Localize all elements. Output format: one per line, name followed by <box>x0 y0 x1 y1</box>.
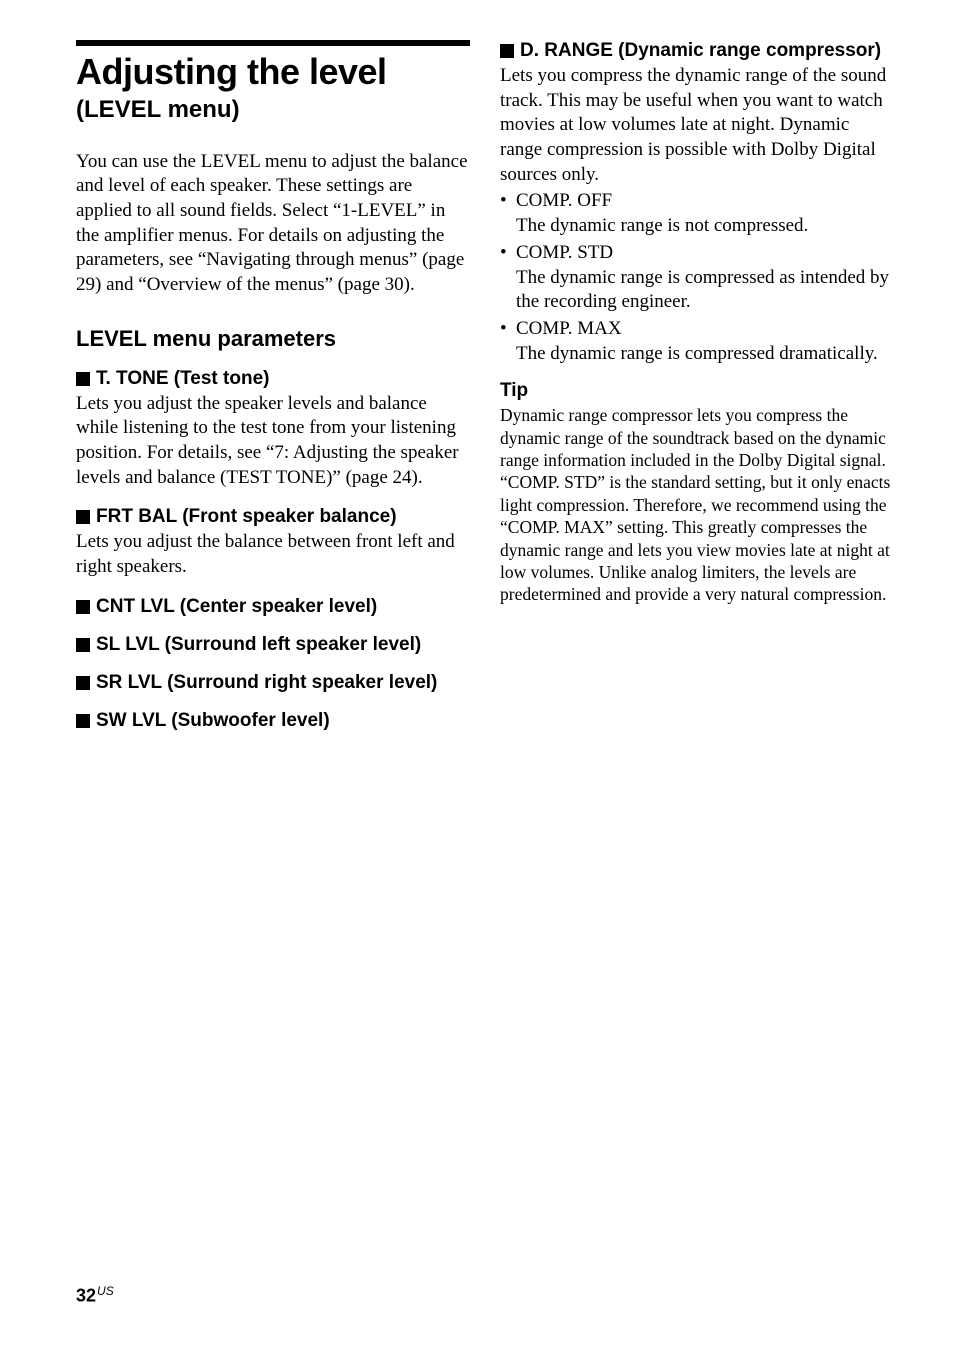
param-t-tone-body: Lets you adjust the speaker levels and b… <box>76 392 470 491</box>
page-number: 32 <box>76 1285 96 1305</box>
page-region: US <box>97 1284 114 1298</box>
param-t-tone-heading: T. TONE (Test tone) <box>76 368 470 390</box>
square-bullet-icon <box>76 372 90 386</box>
option-comp-std-desc: The dynamic range is compressed as inten… <box>516 266 894 315</box>
square-bullet-icon <box>76 638 90 652</box>
square-bullet-icon <box>500 44 514 58</box>
heading-rule <box>76 40 470 46</box>
param-frt-bal-heading-text: FRT BAL (Front speaker balance) <box>96 506 470 528</box>
param-cnt-lvl-heading-text: CNT LVL (Center speaker level) <box>96 596 470 618</box>
param-d-range-heading: D. RANGE (Dynamic range compressor) <box>500 40 894 62</box>
param-sw-lvl-heading: SW LVL (Subwoofer level) <box>76 710 470 732</box>
right-column: D. RANGE (Dynamic range compressor) Lets… <box>500 40 894 734</box>
option-comp-off: COMP. OFF The dynamic range is not compr… <box>500 189 894 238</box>
tip-body-1: Dynamic range compressor lets you compre… <box>500 404 894 471</box>
param-sl-lvl-heading-text: SL LVL (Surround left speaker level) <box>96 634 470 656</box>
main-title: Adjusting the level <box>76 52 470 92</box>
option-comp-max-desc: The dynamic range is compressed dramatic… <box>516 342 894 367</box>
param-d-range-body: Lets you compress the dynamic range of t… <box>500 64 894 187</box>
tip-heading: Tip <box>500 380 894 402</box>
option-comp-std-label: COMP. STD <box>516 242 613 263</box>
param-cnt-lvl-heading: CNT LVL (Center speaker level) <box>76 596 470 618</box>
param-frt-bal-heading: FRT BAL (Front speaker balance) <box>76 506 470 528</box>
square-bullet-icon <box>76 714 90 728</box>
section-heading-level-params: LEVEL menu parameters <box>76 326 470 352</box>
left-column: Adjusting the level (LEVEL menu) You can… <box>76 40 470 734</box>
page-footer: 32US <box>76 1284 114 1306</box>
param-sw-lvl-heading-text: SW LVL (Subwoofer level) <box>96 710 470 732</box>
intro-paragraph: You can use the LEVEL menu to adjust the… <box>76 150 470 298</box>
param-sr-lvl-heading: SR LVL (Surround right speaker level) <box>76 672 470 694</box>
square-bullet-icon <box>76 600 90 614</box>
param-sl-lvl-heading: SL LVL (Surround left speaker level) <box>76 634 470 656</box>
sub-title: (LEVEL menu) <box>76 96 470 124</box>
option-comp-max-label: COMP. MAX <box>516 318 622 339</box>
tip-body-2: “COMP. STD” is the standard setting, but… <box>500 471 894 605</box>
param-frt-bal-body: Lets you adjust the balance between fron… <box>76 530 470 579</box>
param-t-tone-heading-text: T. TONE (Test tone) <box>96 368 470 390</box>
option-comp-off-label: COMP. OFF <box>516 190 612 211</box>
square-bullet-icon <box>76 676 90 690</box>
d-range-options-list: COMP. OFF The dynamic range is not compr… <box>500 189 894 366</box>
square-bullet-icon <box>76 510 90 524</box>
option-comp-off-desc: The dynamic range is not compressed. <box>516 214 894 239</box>
option-comp-max: COMP. MAX The dynamic range is compresse… <box>500 317 894 366</box>
param-d-range-heading-text: D. RANGE (Dynamic range compressor) <box>520 40 894 62</box>
option-comp-std: COMP. STD The dynamic range is compresse… <box>500 241 894 315</box>
param-sr-lvl-heading-text: SR LVL (Surround right speaker level) <box>96 672 470 694</box>
